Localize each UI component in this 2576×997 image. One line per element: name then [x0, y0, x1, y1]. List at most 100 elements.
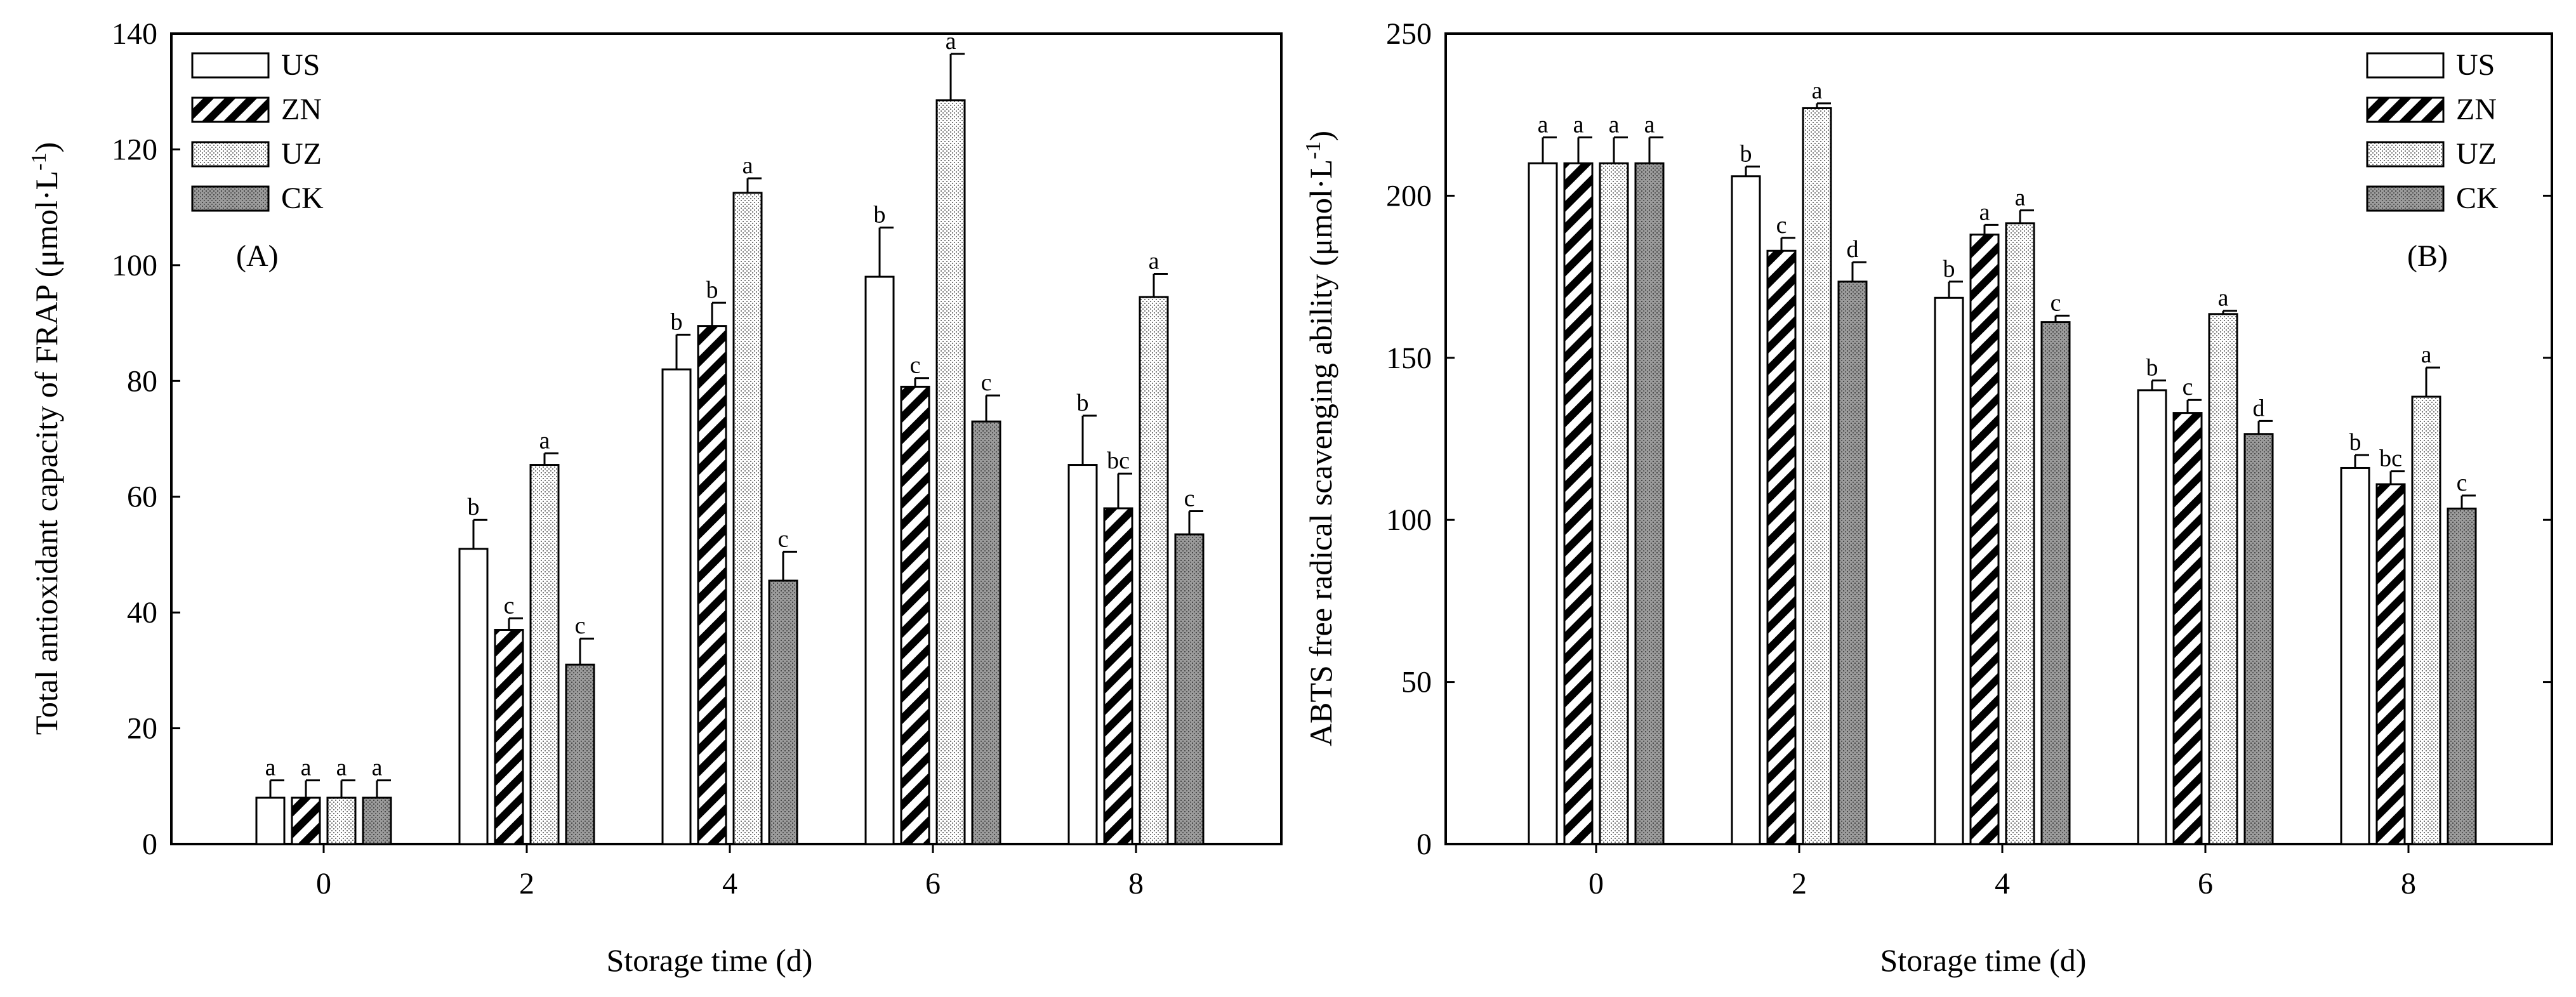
bar-zn	[697, 325, 727, 845]
significance-letter: b	[1077, 390, 1089, 416]
y-tick-label: 40	[127, 596, 157, 630]
bar-zn	[2375, 483, 2406, 845]
y-axis-label-main: Total antioxidant capacity of FRAP (	[29, 267, 64, 736]
bar-ck	[1634, 162, 1665, 845]
bar-us	[864, 275, 895, 845]
bar-uz	[732, 192, 763, 845]
x-tick-label: 0	[1589, 867, 1604, 901]
bar-us	[1528, 162, 1558, 845]
bar-zn	[1766, 249, 1797, 845]
bar-us	[255, 796, 286, 845]
significance-letter: a	[336, 755, 347, 781]
x-axis-label: Storage time (d)	[1880, 942, 2087, 978]
significance-letter: a	[743, 152, 753, 179]
bar-us	[661, 368, 692, 845]
bar-uz	[2411, 395, 2441, 845]
bar-us	[1731, 175, 1761, 845]
legend-label-uz: UZ	[281, 137, 322, 171]
x-tick-label: 4	[722, 867, 737, 901]
significance-letter: a	[946, 28, 956, 55]
bar-us	[458, 548, 489, 845]
bar-zn	[1563, 162, 1594, 845]
y-axis-label: ABTS free radical scavenging ability (μm…	[1302, 131, 1338, 746]
significance-letter: c	[2457, 470, 2467, 496]
significance-letter: c	[504, 592, 515, 619]
x-axis-label: Storage time (d)	[607, 942, 813, 978]
legend-swatch-ck	[2366, 185, 2445, 212]
significance-letter: a	[372, 755, 383, 781]
bar-ck	[2040, 321, 2071, 845]
bar-ck	[2447, 507, 2477, 845]
significance-letter: c	[1184, 485, 1195, 512]
bar-zn	[1969, 234, 2000, 845]
significance-letter: a	[539, 427, 550, 454]
significance-letter: b	[671, 308, 683, 335]
y-axis-label: Total antioxidant capacity of FRAP (μmol…	[27, 142, 64, 735]
significance-letter: a	[1644, 111, 1655, 138]
significance-letter: b	[2146, 355, 2158, 381]
y-axis-label-unit: μmol·L	[29, 171, 64, 267]
bar-ck	[1174, 533, 1205, 845]
bar-ck	[768, 579, 798, 845]
significance-letter: c	[1776, 212, 1787, 239]
significance-letter: b	[2349, 429, 2361, 456]
significance-letter: b	[468, 494, 480, 520]
x-tick-label: 4	[1995, 867, 2010, 901]
bar-us	[1934, 296, 1964, 845]
bar-ck	[362, 796, 392, 845]
x-tick-label: 6	[2198, 867, 2213, 901]
x-tick-label: 8	[1128, 867, 1144, 901]
x-axis-ticks: 0 2 4 6 8	[316, 844, 1144, 901]
x-tick-label: 6	[925, 867, 941, 901]
y-tick-label: 100	[1386, 503, 1432, 537]
bar-ck	[565, 663, 595, 845]
significance-letter: a	[301, 755, 312, 781]
legend-label-ck: CK	[2456, 182, 2499, 215]
significance-letter: a	[265, 755, 276, 781]
panel-tag: (A)	[236, 239, 279, 273]
x-tick-label: 0	[316, 867, 331, 901]
significance-letter: a	[1538, 111, 1549, 138]
bar-uz	[2005, 222, 2035, 845]
significance-letter: c	[981, 369, 992, 396]
legend-label-us: US	[2456, 48, 2495, 82]
y-axis-ticks: 0 50 100 150 200 250	[1386, 17, 2552, 861]
y-tick-label: 0	[142, 828, 157, 861]
y-tick-label: 80	[127, 364, 157, 398]
bar-zn	[1103, 507, 1133, 845]
x-tick-label: 2	[1792, 867, 1807, 901]
panel-tag: (B)	[2407, 239, 2448, 273]
significance-letter: b	[874, 202, 886, 228]
significance-letter: a	[1609, 111, 1620, 138]
significance-letter: bc	[2379, 446, 2402, 472]
y-tick-label: 150	[1386, 341, 1432, 375]
significance-letter: b	[1943, 256, 1955, 282]
bar-ck	[2243, 433, 2274, 845]
significance-letter: a	[1573, 111, 1584, 138]
bar-zn	[900, 385, 930, 845]
significance-letter: a	[2218, 285, 2229, 312]
legend-swatch-uz	[191, 141, 270, 168]
bar-uz	[1599, 162, 1629, 845]
bar-us	[2137, 389, 2167, 845]
legend: US ZN UZ CK	[2366, 48, 2499, 215]
bar-zn	[291, 796, 321, 845]
bar-zn	[494, 629, 524, 845]
y-axis-label-unit: μmol·L	[1303, 159, 1338, 256]
legend-swatch-ck	[191, 185, 270, 212]
significance-letter: c	[910, 352, 921, 379]
x-tick-label: 8	[2401, 867, 2416, 901]
significance-letter: a	[1812, 77, 1823, 104]
bar-uz	[935, 99, 966, 845]
significance-letter: a	[1149, 248, 1159, 275]
significance-letter: c	[2183, 374, 2193, 400]
significance-letter: d	[1847, 236, 1859, 263]
y-axis-label-sup: -1	[27, 152, 51, 170]
significance-letter: c	[778, 525, 789, 552]
y-axis-ticks: 0 20 40 60 80 100 120 140	[112, 17, 180, 861]
bar-uz	[529, 464, 560, 845]
significance-letter: c	[575, 612, 586, 639]
